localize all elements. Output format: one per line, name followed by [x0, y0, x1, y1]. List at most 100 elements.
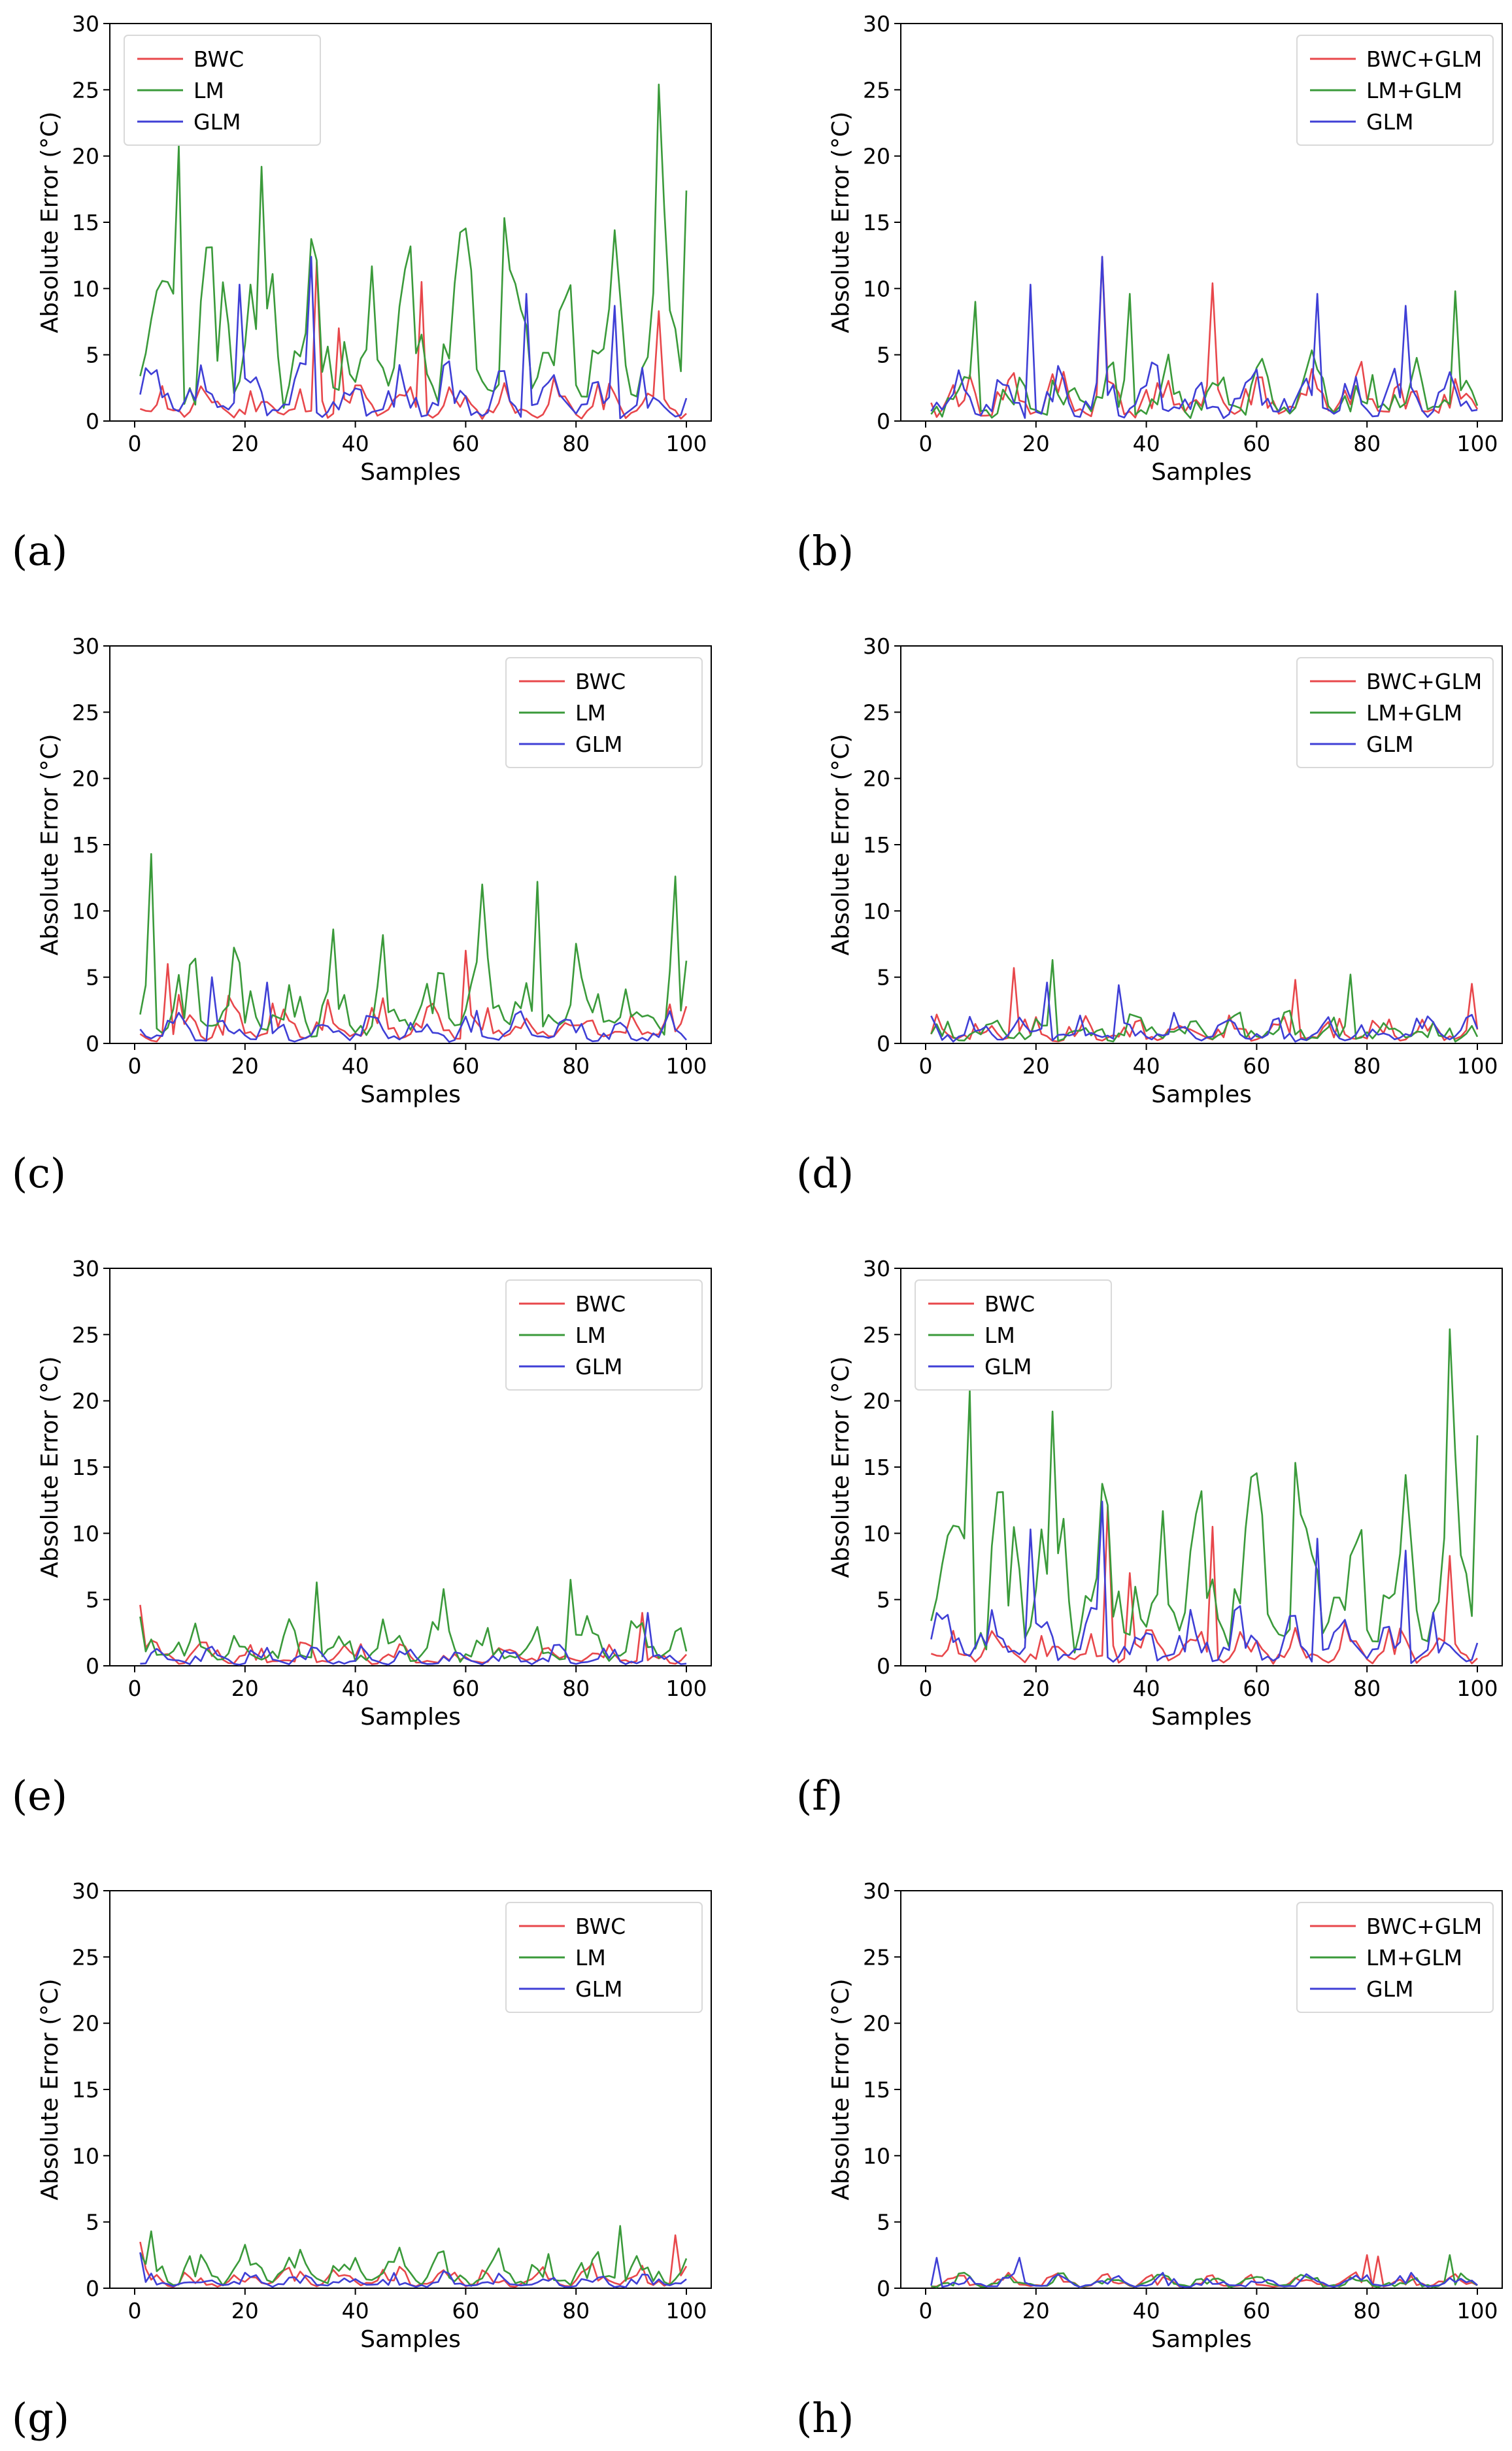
x-tick-label: 0 — [128, 431, 142, 456]
legend-entry-label: LM — [984, 1323, 1015, 1348]
x-tick-label: 80 — [562, 1053, 590, 1079]
y-axis-label: Absolute Error (°C) — [37, 111, 63, 333]
y-tick-label: 0 — [86, 1653, 99, 1679]
legend-entry-label: BWC — [575, 1291, 626, 1317]
x-tick-label: 40 — [342, 2298, 369, 2324]
y-tick-label: 10 — [72, 2143, 99, 2169]
series-line-bwc — [139, 1604, 687, 1665]
y-tick-label: 0 — [877, 409, 890, 434]
legend-entry-label: LM+GLM — [1366, 78, 1462, 103]
y-tick-label: 30 — [863, 11, 890, 37]
y-tick-label: 15 — [863, 2077, 890, 2103]
y-tick-label: 30 — [72, 634, 99, 659]
x-axis-label: Samples — [1151, 1081, 1252, 1108]
legend-entry-label: GLM — [575, 1976, 622, 2002]
x-tick-label: 20 — [231, 2298, 259, 2324]
y-tick-label: 5 — [877, 343, 890, 368]
series-line-lm — [139, 853, 688, 1038]
panel-label: (a) — [12, 527, 67, 575]
y-tick-label: 15 — [72, 832, 99, 858]
x-tick-label: 60 — [1243, 431, 1270, 456]
x-tick-label: 0 — [128, 2298, 142, 2324]
y-tick-label: 20 — [863, 2011, 890, 2037]
legend-entry-label: LM — [575, 1323, 606, 1348]
x-tick-label: 80 — [1353, 2298, 1381, 2324]
chart-panel-2: 0 5 10 15 20 25 30 0 20 40 60 80 100 Samples Absolute … — [796, 11, 1503, 575]
chart-panel-8: 0 5 10 15 20 25 30 0 20 40 60 80 100 Samples Absolute … — [796, 1878, 1503, 2442]
y-tick-label: 10 — [72, 1521, 99, 1546]
x-tick-label: 80 — [562, 2298, 590, 2324]
x-tick-label: 0 — [919, 1053, 933, 1079]
chart-panel-6: 0 5 10 15 20 25 30 0 20 40 60 80 100 Samples Absolute … — [796, 1256, 1503, 1819]
x-tick-label: 60 — [452, 431, 479, 456]
x-tick-label: 100 — [666, 431, 707, 456]
y-tick-label: 5 — [877, 965, 890, 990]
legend-entry-label: BWC+GLM — [1366, 1914, 1482, 1939]
y-axis-label: Absolute Error (°C) — [828, 1978, 854, 2200]
series-line-bwc — [930, 1506, 1478, 1665]
x-tick-label: 80 — [1353, 1676, 1381, 1701]
y-tick-label: 5 — [877, 1587, 890, 1613]
series-line-lm — [139, 2225, 688, 2287]
legend-box — [505, 657, 703, 768]
x-tick-label: 20 — [231, 431, 259, 456]
y-tick-label: 15 — [863, 210, 890, 235]
x-tick-label: 100 — [1457, 2298, 1498, 2324]
y-tick-label: 0 — [86, 409, 99, 434]
x-tick-label: 60 — [1243, 2298, 1270, 2324]
chart-panel-3: 0 5 10 15 20 25 30 0 20 40 60 80 100 Samples Absolute … — [12, 634, 712, 1197]
series-line-lm — [930, 1328, 1479, 1654]
y-tick-label: 15 — [72, 1455, 99, 1480]
x-axis-label: Samples — [1151, 459, 1252, 486]
series-line-glm — [930, 1500, 1479, 1665]
legend-entry-label: BWC+GLM — [1366, 669, 1482, 694]
legend-entry-label: LM — [575, 700, 606, 726]
panel-label: (f) — [796, 1772, 843, 1819]
legend-entry-label: BWC — [984, 1291, 1035, 1317]
x-tick-label: 100 — [666, 1676, 707, 1701]
panel-label: (e) — [12, 1772, 67, 1819]
legend-entry-label: GLM — [1366, 109, 1413, 135]
legend-box — [505, 1902, 703, 2013]
y-tick-label: 25 — [72, 1944, 99, 1970]
y-tick-label: 25 — [863, 700, 890, 725]
x-tick-label: 100 — [1457, 1676, 1498, 1701]
y-tick-label: 0 — [877, 1031, 890, 1056]
x-tick-label: 100 — [1457, 1053, 1498, 1079]
x-tick-label: 60 — [452, 1676, 479, 1701]
y-tick-label: 0 — [877, 2276, 890, 2301]
x-tick-label: 60 — [452, 2298, 479, 2324]
series-line-glm — [139, 256, 688, 420]
series-line-glm — [139, 2252, 687, 2288]
x-tick-label: 40 — [342, 431, 369, 456]
x-axis-label: Samples — [1151, 1704, 1252, 1731]
series-line-glm — [139, 976, 687, 1043]
legend-box — [1296, 1902, 1494, 2013]
legend-entry-label: GLM — [1366, 1976, 1413, 2002]
x-tick-label: 0 — [919, 431, 933, 456]
legend-box — [915, 1279, 1112, 1391]
y-tick-label: 20 — [863, 1389, 890, 1414]
y-tick-label: 30 — [863, 1878, 890, 1904]
y-tick-label: 10 — [863, 276, 890, 301]
y-tick-label: 25 — [72, 77, 99, 103]
panel-label: (d) — [796, 1149, 854, 1197]
x-tick-label: 0 — [919, 2298, 933, 2324]
legend-entry-label: LM — [575, 1945, 606, 1970]
x-tick-label: 80 — [1353, 431, 1381, 456]
chart-panel-5: 0 5 10 15 20 25 30 0 20 40 60 80 100 Samples Absolute … — [12, 1256, 712, 1819]
legend-box — [505, 1279, 703, 1391]
panel-label: (b) — [796, 527, 854, 575]
y-tick-label: 10 — [863, 2143, 890, 2169]
x-tick-label: 80 — [1353, 1053, 1381, 1079]
y-tick-label: 10 — [863, 1521, 890, 1546]
legend-box — [1296, 657, 1494, 768]
y-tick-label: 5 — [877, 2210, 890, 2235]
y-tick-label: 15 — [72, 2077, 99, 2103]
x-tick-label: 40 — [1133, 1676, 1160, 1701]
legend-entry-label: GLM — [575, 1354, 622, 1379]
y-axis-label: Absolute Error (°C) — [828, 1356, 854, 1578]
legend-entry-label: LM+GLM — [1366, 700, 1462, 726]
legend-entry-label: BWC — [575, 1914, 626, 1939]
series-line-glm — [930, 981, 1479, 1043]
